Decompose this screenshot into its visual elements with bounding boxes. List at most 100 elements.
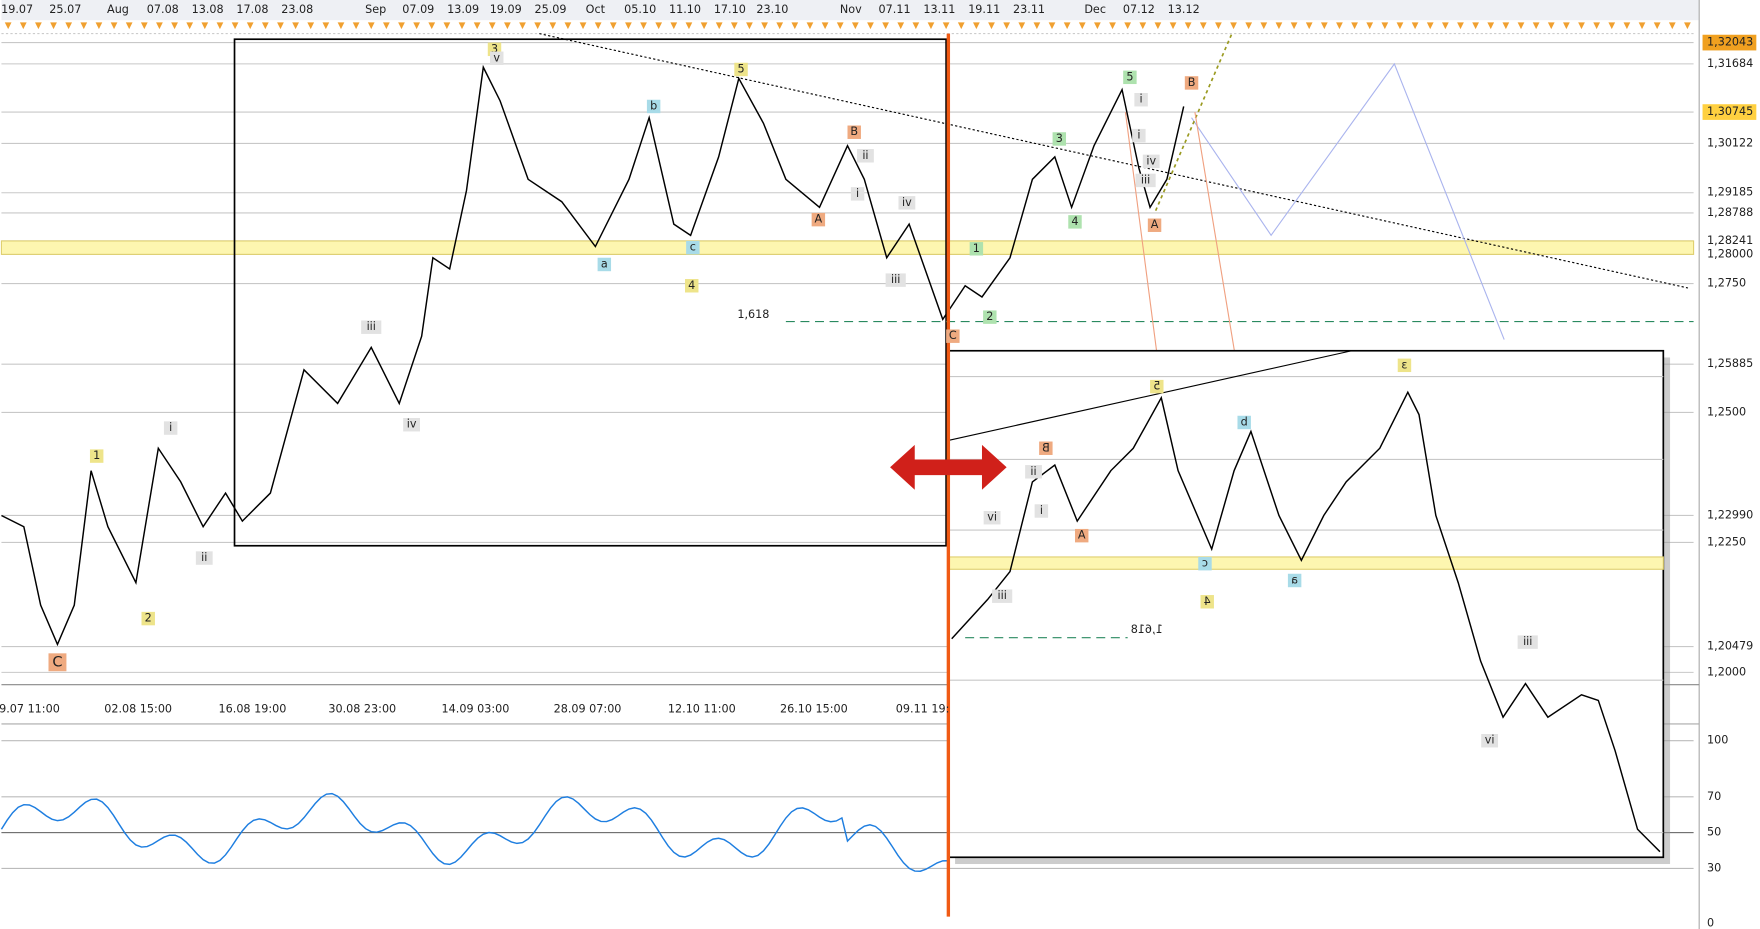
wave-label-text: ε (1401, 358, 1407, 371)
wave-label: ii (195, 551, 213, 565)
wave-label-text: i (1040, 504, 1043, 517)
period-marker (428, 22, 436, 30)
top-axis-label: 23.11 (1013, 3, 1045, 16)
wave-label-text: b (650, 99, 657, 112)
wave-label-bg (1135, 173, 1156, 188)
wave-label-bg (685, 279, 699, 293)
period-marker (1426, 22, 1434, 30)
price-axis-label: 1,30122 (1707, 136, 1753, 149)
wave-label: 3 (1052, 132, 1067, 146)
price-highlight (1702, 104, 1757, 120)
top-axis-label: 23.08 (281, 3, 313, 16)
oscillator-axis-label: 70 (1707, 790, 1721, 803)
wave-label: 2 (983, 310, 997, 324)
wave-label-text: vi (987, 511, 997, 524)
period-marker (579, 22, 587, 30)
period-marker (761, 22, 768, 30)
wave-label-bg (1237, 415, 1251, 430)
wave-label: iii (885, 273, 906, 287)
wave-label: B (847, 125, 861, 139)
top-axis-label: 19.09 (490, 3, 522, 16)
wave-label: 1 (89, 449, 104, 463)
top-axis-label: 23.10 (756, 3, 788, 16)
wave-label-bg (1147, 218, 1162, 232)
period-marker (322, 22, 330, 30)
wave-label-bg (1397, 358, 1412, 373)
period-marker (1094, 22, 1101, 30)
trendline (539, 33, 1689, 289)
period-marker (1018, 22, 1026, 30)
inset-price (951, 390, 1661, 853)
wave-label-bg (361, 320, 382, 334)
wave-label-text: 1,618 (1131, 623, 1163, 636)
price-axis-label: 1,28000 (1707, 247, 1753, 260)
period-marker (715, 22, 723, 30)
period-marker (534, 22, 542, 30)
wave-label: a (1287, 573, 1302, 588)
top-axis-label: Dec (1084, 3, 1106, 16)
period-marker (791, 22, 799, 30)
wave-label-bg (857, 149, 874, 163)
period-marker (1048, 22, 1056, 30)
wave-label-text: a (1291, 573, 1298, 586)
wave-label: A (1074, 529, 1089, 543)
wave-label-text: i (856, 187, 859, 200)
wave-label: iii (992, 589, 1013, 603)
price-axis-label: 1,2500 (1707, 405, 1746, 418)
period-marker (292, 22, 299, 30)
wave-label-text: iii (1141, 173, 1150, 186)
period-marker (1608, 22, 1616, 30)
wave-label-bg (1039, 441, 1053, 455)
wave-label-text: A (815, 213, 823, 226)
top-axis-label: 11.10 (669, 3, 701, 16)
price-axis-label: 1,31684 (1707, 57, 1753, 70)
period-marker (1684, 22, 1691, 30)
wave-label: 4 (1200, 595, 1214, 609)
top-axis-label: 07.11 (879, 3, 911, 16)
period-marker (65, 22, 73, 30)
wave-label-text: 2 (145, 612, 152, 625)
wave-label: c (1198, 557, 1212, 571)
wave-label-bg (403, 417, 420, 432)
period-marker (564, 22, 572, 30)
period-marker (1547, 22, 1555, 30)
wave-label: 5 (734, 62, 748, 77)
top-axis-label: 13.08 (192, 3, 224, 16)
wave-label: iii (361, 320, 382, 334)
top-axis-label: Oct (586, 3, 606, 16)
top-axis-label: 13.12 (1168, 3, 1200, 16)
price-highlight (1702, 34, 1757, 51)
period-marker (1366, 22, 1374, 30)
wave-label: vi (1481, 734, 1499, 748)
top-axis-label: 17.10 (714, 3, 746, 16)
double-arrow (890, 444, 1007, 490)
wave-label: 1,618 (1131, 623, 1163, 636)
wave-label: 5 (1123, 70, 1137, 85)
period-marker (337, 22, 345, 30)
wave-label: 1 (969, 242, 984, 256)
wave-label-bg (1287, 573, 1302, 588)
period-marker (973, 22, 980, 30)
wave-label: iv (1142, 154, 1160, 169)
price-line (1, 64, 1185, 647)
period-marker (1290, 22, 1298, 30)
wave-label-text: d (1241, 415, 1248, 428)
wave-label-bg (983, 511, 1001, 525)
period-marker (216, 22, 224, 30)
period-marker (1638, 22, 1646, 30)
period-marker (1668, 22, 1676, 30)
wave-label-bg (811, 212, 826, 227)
wave-label-text: ii (862, 149, 868, 162)
period-marker (988, 22, 995, 30)
period-marker (458, 22, 466, 30)
top-axis-label: 07.08 (147, 3, 179, 16)
period-marker (367, 22, 375, 30)
wave-label: C (48, 653, 67, 672)
support-band (0, 240, 1695, 255)
wave-label-text: 1 (973, 242, 980, 255)
period-marker (1502, 22, 1510, 30)
time-axis-label: 16.08 19:00 (219, 702, 287, 715)
period-marker (1230, 22, 1237, 30)
wave-label-bg (983, 310, 997, 324)
wave-label-bg (1517, 635, 1538, 649)
